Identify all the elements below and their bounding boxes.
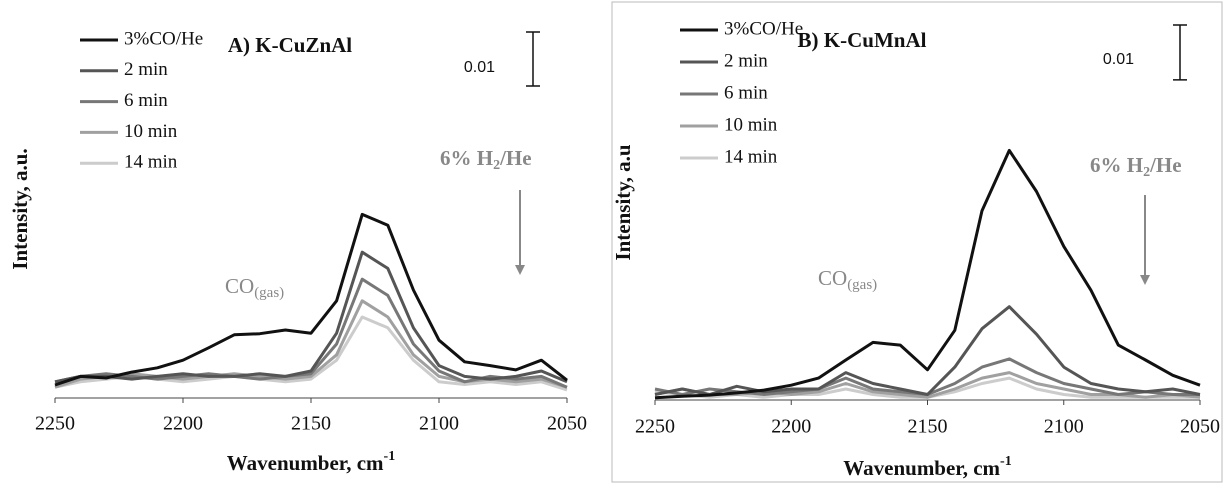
annotation-text: /He <box>499 146 532 170</box>
x-tick-label: 2250 <box>35 413 75 435</box>
legend-label: 3%CO/He <box>124 28 203 49</box>
series-line <box>654 148 1201 400</box>
annotation-text: CO <box>225 274 254 298</box>
x-tick-label: 2150 <box>291 413 331 435</box>
y-axis-label: Intensity, a.u. <box>8 148 32 269</box>
x-tick-label: 2150 <box>908 416 948 438</box>
scale-bar-label: 0.01 <box>1103 51 1134 68</box>
x-axis-label-text: Wavenumber, cm <box>843 456 1000 480</box>
x-tick-label: 2200 <box>163 413 203 435</box>
annotation: CO(gas) <box>818 266 877 294</box>
scale-bar-label: 0.01 <box>464 59 495 76</box>
x-axis-label-sup: -1 <box>1000 454 1012 469</box>
chart-title: A) K-CuZnAl <box>228 33 352 57</box>
annotation-text: 6% H <box>440 146 493 170</box>
legend-label: 6 min <box>124 90 168 111</box>
arrow-head <box>1140 275 1150 285</box>
x-tick-label: 2100 <box>1044 416 1084 438</box>
annotation-sub: 2 <box>1143 165 1150 180</box>
legend-label: 10 min <box>724 114 778 135</box>
arrow-head <box>515 265 525 275</box>
legend-label: 10 min <box>124 121 178 142</box>
x-tick-label: 2200 <box>771 416 811 438</box>
annotation-text: CO <box>818 266 847 290</box>
annotation: 6% H2/He <box>1090 153 1182 180</box>
x-axis-label-text: Wavenumber, cm <box>227 451 384 475</box>
annotation: CO(gas) <box>225 274 284 302</box>
legend-label: 14 min <box>724 146 778 167</box>
chart-title: B) K-CuMnAl <box>798 28 927 52</box>
annotation-sub: (gas) <box>847 277 877 293</box>
series-line <box>54 250 568 384</box>
series-line <box>54 299 568 389</box>
annotation: 6% H2/He <box>440 146 532 173</box>
x-tick-label: 2250 <box>635 416 675 438</box>
annotation-text: /He <box>1149 153 1182 177</box>
legend-label: 3%CO/He <box>724 18 803 39</box>
annotation-text: 6% H <box>1090 153 1143 177</box>
annotation-sub: 2 <box>493 158 500 173</box>
legend-label: 6 min <box>724 82 768 103</box>
x-axis-label-sup: -1 <box>384 449 396 464</box>
y-axis-label: Intensity, a.u <box>611 144 635 260</box>
x-axis-label: Wavenumber, cm-1 <box>227 449 395 475</box>
legend-label: 2 min <box>124 59 168 80</box>
x-axis-label: Wavenumber, cm-1 <box>843 454 1011 480</box>
x-tick-label: 2100 <box>419 413 459 435</box>
panel-frame <box>611 1 1223 483</box>
x-tick-label: 2050 <box>1180 416 1220 438</box>
x-tick-label: 2050 <box>547 413 587 435</box>
legend-label: 14 min <box>124 152 178 173</box>
annotation-sub: (gas) <box>254 285 284 301</box>
series-line <box>54 212 568 387</box>
series-line <box>654 305 1201 396</box>
legend-label: 2 min <box>724 50 768 71</box>
